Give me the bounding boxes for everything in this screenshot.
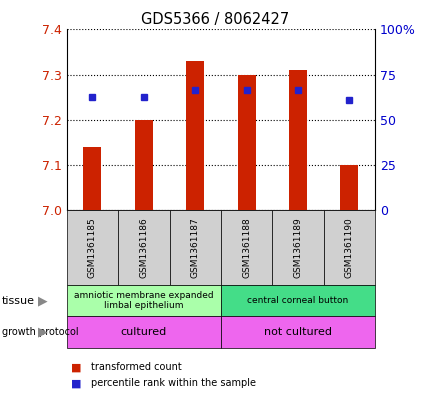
- Text: not cultured: not cultured: [263, 327, 331, 337]
- Text: ■: ■: [71, 378, 81, 388]
- Bar: [83, 147, 101, 210]
- Text: GDS5366 / 8062427: GDS5366 / 8062427: [141, 12, 289, 27]
- Bar: [186, 61, 204, 210]
- Text: GSM1361185: GSM1361185: [88, 217, 97, 278]
- Text: ■: ■: [71, 362, 81, 373]
- Text: GSM1361187: GSM1361187: [190, 217, 199, 278]
- Text: central corneal button: central corneal button: [247, 296, 348, 305]
- Bar: [220, 285, 374, 316]
- Text: ▶: ▶: [38, 325, 48, 339]
- Text: GSM1361188: GSM1361188: [242, 217, 251, 278]
- Bar: [118, 210, 169, 285]
- Bar: [288, 70, 306, 210]
- Bar: [169, 210, 220, 285]
- Bar: [67, 285, 221, 316]
- Bar: [220, 316, 374, 348]
- Bar: [237, 75, 255, 210]
- Text: GSM1361189: GSM1361189: [293, 217, 302, 278]
- Text: GSM1361190: GSM1361190: [344, 217, 353, 278]
- Bar: [135, 120, 153, 210]
- Bar: [67, 316, 221, 348]
- Bar: [67, 210, 118, 285]
- Text: amniotic membrane expanded
limbal epithelium: amniotic membrane expanded limbal epithe…: [74, 291, 213, 310]
- Bar: [340, 165, 357, 210]
- Text: cultured: cultured: [120, 327, 166, 337]
- Bar: [220, 210, 272, 285]
- Text: growth protocol: growth protocol: [2, 327, 79, 337]
- Text: ▶: ▶: [38, 294, 48, 307]
- Text: transformed count: transformed count: [90, 362, 181, 373]
- Bar: [272, 210, 323, 285]
- Bar: [323, 210, 374, 285]
- Text: percentile rank within the sample: percentile rank within the sample: [90, 378, 255, 388]
- Text: GSM1361186: GSM1361186: [139, 217, 148, 278]
- Text: tissue: tissue: [2, 296, 35, 306]
